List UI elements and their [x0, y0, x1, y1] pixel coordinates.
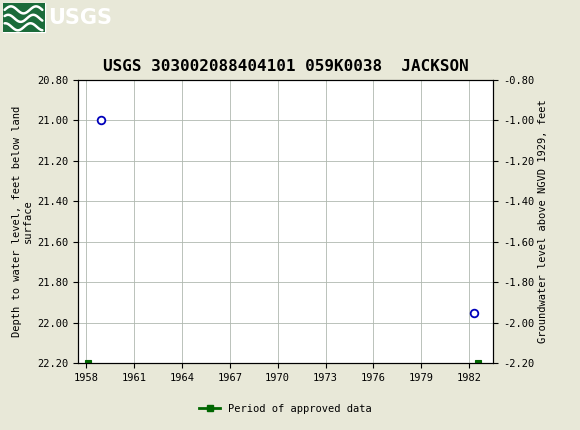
- Y-axis label: Groundwater level above NGVD 1929, feet: Groundwater level above NGVD 1929, feet: [538, 100, 548, 343]
- Legend: Period of approved data: Period of approved data: [195, 399, 376, 418]
- FancyBboxPatch shape: [3, 3, 45, 32]
- Title: USGS 303002088404101 059K0038  JACKSON: USGS 303002088404101 059K0038 JACKSON: [103, 59, 469, 74]
- Text: USGS: USGS: [48, 8, 112, 28]
- Y-axis label: Depth to water level, feet below land
surface: Depth to water level, feet below land su…: [12, 106, 33, 337]
- FancyBboxPatch shape: [3, 3, 45, 32]
